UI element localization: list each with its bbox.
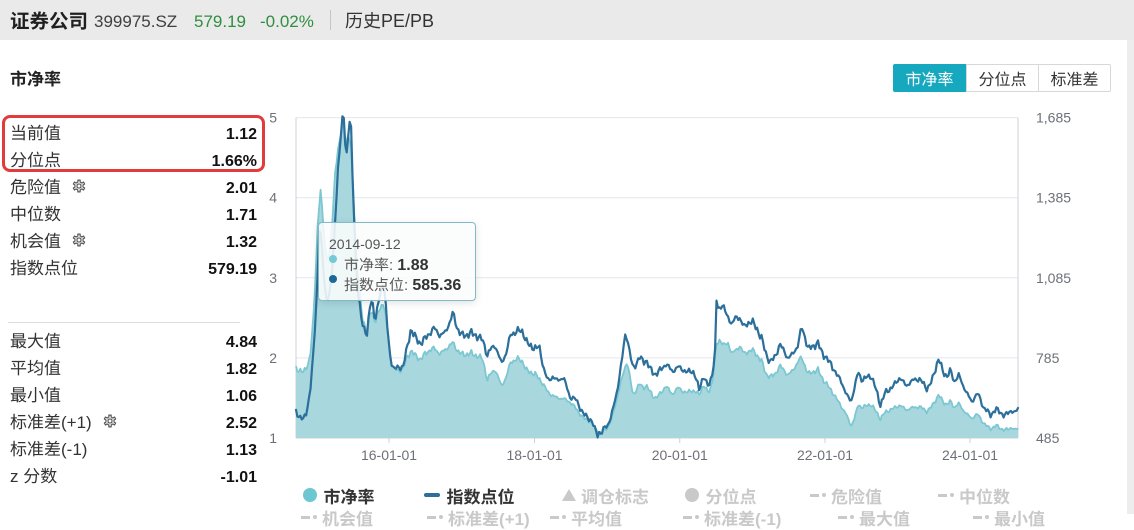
svg-text:1,085: 1,085 — [1036, 270, 1071, 286]
svg-text:22-01-01: 22-01-01 — [797, 447, 853, 463]
svg-text:24-01-01: 24-01-01 — [942, 447, 998, 463]
svg-text:20-01-01: 20-01-01 — [652, 447, 708, 463]
svg-text:16-01-01: 16-01-01 — [361, 447, 417, 463]
svg-text:2: 2 — [269, 350, 277, 366]
svg-text:485: 485 — [1036, 430, 1060, 446]
svg-text:3: 3 — [269, 270, 277, 286]
svg-text:785: 785 — [1036, 350, 1060, 366]
svg-text:5: 5 — [269, 110, 277, 126]
svg-text:18-01-01: 18-01-01 — [506, 447, 562, 463]
svg-text:4: 4 — [269, 190, 277, 206]
svg-text:1,385: 1,385 — [1036, 190, 1071, 206]
svg-text:1: 1 — [269, 430, 277, 446]
svg-text:1,685: 1,685 — [1036, 110, 1071, 126]
